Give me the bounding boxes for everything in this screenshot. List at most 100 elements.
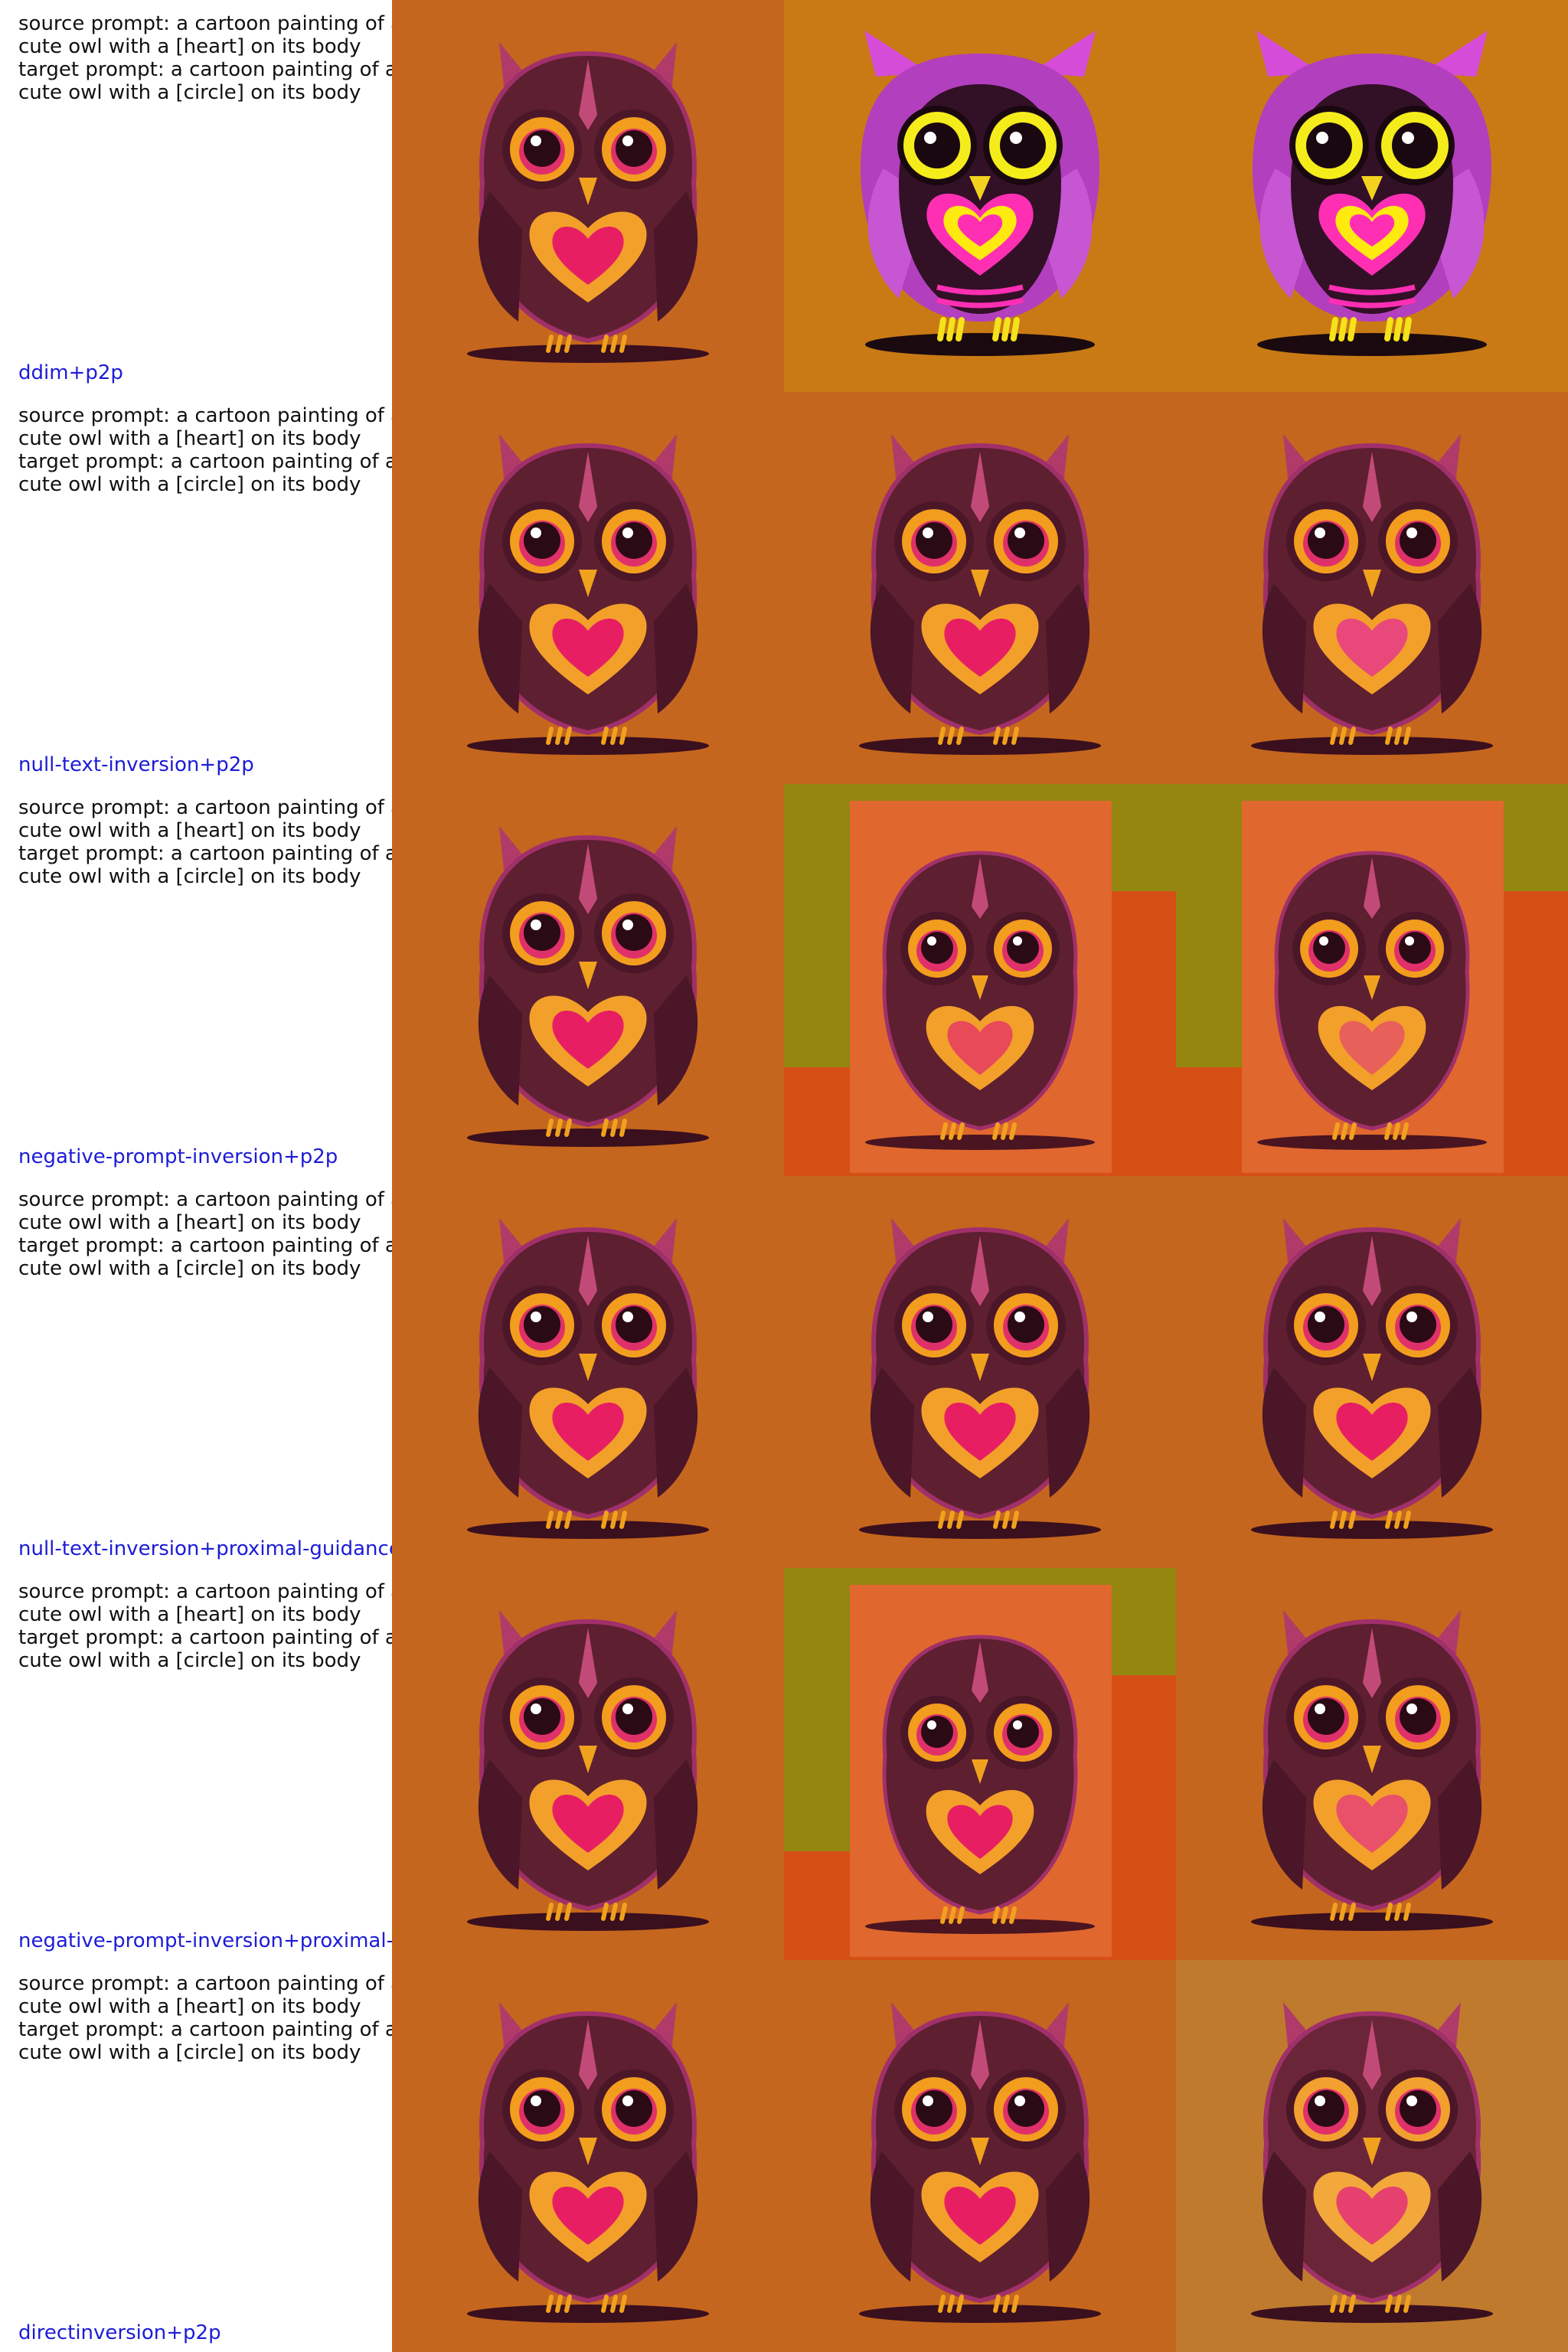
eye-left-highlight [531, 1704, 541, 1714]
eye-left-pupil [524, 914, 560, 951]
foot-right [992, 317, 1020, 341]
wing-right [1046, 2151, 1090, 2282]
eye-right-highlight [1406, 1312, 1417, 1322]
comparison-row: source prompt: a cartoon painting of a cu… [0, 1176, 1568, 1568]
source-prompt: source prompt: a cartoon painting of a [18, 12, 392, 35]
wing-right [1046, 1367, 1090, 1498]
edited-image [784, 0, 1176, 392]
head-feathers [972, 858, 988, 919]
bg-block-olive-left [784, 1568, 853, 1851]
heart-inner [944, 2187, 1016, 2245]
wing-left [870, 1367, 914, 1498]
owl-illustration [392, 1568, 784, 1960]
wing-left [478, 191, 522, 322]
head-feathers [1364, 858, 1380, 919]
beak [579, 2138, 597, 2165]
source-prompt-2: cute owl with a [heart] on its body [18, 1995, 361, 2018]
source-prompt: source prompt: a cartoon painting of a [18, 1188, 392, 1211]
prompt-text: source prompt: a cartoon painting of a cu… [18, 1972, 392, 2064]
owl-illustration [784, 1568, 1176, 1960]
eye-right-pupil [616, 130, 652, 167]
eye-left-highlight [531, 2096, 541, 2106]
eye-left-highlight [531, 1312, 541, 1322]
ground-shadow [1251, 1521, 1493, 1539]
eye-right-highlight [1010, 132, 1022, 144]
eye-right-highlight [622, 528, 633, 538]
row-label-panel: source prompt: a cartoon painting of a cu… [0, 784, 392, 1176]
head-feathers [579, 452, 597, 522]
head-feathers [579, 2020, 597, 2090]
eye-left-pupil [1306, 122, 1352, 168]
source-image [392, 1960, 784, 2352]
ground-shadow [1251, 737, 1493, 755]
edited-image [1176, 1568, 1568, 1960]
heart-inner [1336, 1403, 1408, 1461]
beak [971, 2138, 989, 2165]
heart-inner [1336, 1795, 1408, 1853]
beak [971, 1354, 989, 1381]
eye-right-highlight [1014, 2096, 1025, 2106]
method-label: directinversion+p2p [18, 2321, 221, 2344]
foot-left [546, 1511, 572, 1529]
foot-left [546, 2295, 572, 2313]
ground-shadow [467, 1129, 709, 1147]
ground-shadow [467, 2305, 709, 2323]
eye-left-pupil [1308, 522, 1344, 559]
row-label-panel: source prompt: a cartoon painting of a cu… [0, 1568, 392, 1960]
target-prompt: target prompt: a cartoon painting of a [18, 58, 392, 81]
ear-left [1256, 31, 1321, 77]
heart-inner [1349, 214, 1395, 247]
ear-right [1423, 31, 1488, 77]
edited-image [784, 1176, 1176, 1568]
beak [579, 1746, 597, 1773]
source-prompt: source prompt: a cartoon painting of a [18, 1580, 392, 1603]
target-prompt-2: cute owl with a [circle] on its body [18, 81, 361, 104]
eye-right-pupil [616, 914, 652, 951]
heart-inner [944, 1403, 1016, 1461]
beak [972, 975, 988, 1000]
eye-right-pupil [1400, 2090, 1436, 2127]
wing-right [654, 975, 698, 1106]
method-label: negative-prompt-inversion+proximal-g [18, 1929, 392, 1952]
heart-inner [552, 1011, 624, 1069]
foot-left [546, 727, 572, 745]
owl-illustration [1176, 1176, 1568, 1568]
eye-right-highlight [1013, 1720, 1022, 1730]
target-prompt: target prompt: a cartoon painting of a [18, 2018, 392, 2041]
edited-image [784, 1568, 1176, 1960]
foot-right [993, 2295, 1019, 2313]
beak [1363, 1354, 1381, 1381]
beak [1363, 2138, 1381, 2165]
eye-right-highlight [1405, 936, 1414, 946]
eye-right-pupil [1400, 1698, 1436, 1735]
owl-illustration [784, 0, 1176, 392]
method-label: null-text-inversion+proximal-guidance [18, 1537, 392, 1560]
eye-left-highlight [531, 136, 541, 146]
eye-right-pupil [616, 522, 652, 559]
edited-image [1176, 784, 1568, 1176]
ground-shadow [1257, 333, 1487, 356]
eye-right-pupil [616, 1306, 652, 1343]
eye-right-pupil [1399, 932, 1431, 964]
comparison-row: source prompt: a cartoon painting of a cu… [0, 1960, 1568, 2352]
comparison-row: source prompt: a cartoon painting of a cu… [0, 1568, 1568, 1960]
head-feathers [971, 452, 989, 522]
foot-right [1384, 1122, 1409, 1140]
comparison-row: source prompt: a cartoon painting of a cu… [0, 0, 1568, 392]
heart-inner [1336, 2187, 1408, 2245]
wing-left [478, 1367, 522, 1498]
foot-right [992, 1906, 1017, 1924]
prompt-text: source prompt: a cartoon painting of a cu… [18, 404, 392, 496]
wing-right [654, 191, 698, 322]
ground-shadow [1257, 1135, 1487, 1150]
heart-inner [552, 619, 624, 677]
eye-left-highlight [1315, 1312, 1325, 1322]
beak [1363, 1746, 1381, 1773]
eye-right-pupil [1008, 2090, 1044, 2127]
beak [579, 570, 597, 597]
beak [971, 570, 989, 597]
target-prompt: target prompt: a cartoon painting of a [18, 1234, 392, 1257]
heart-inner [552, 1795, 624, 1853]
foot-right [1384, 317, 1412, 341]
foot-left [937, 317, 965, 341]
